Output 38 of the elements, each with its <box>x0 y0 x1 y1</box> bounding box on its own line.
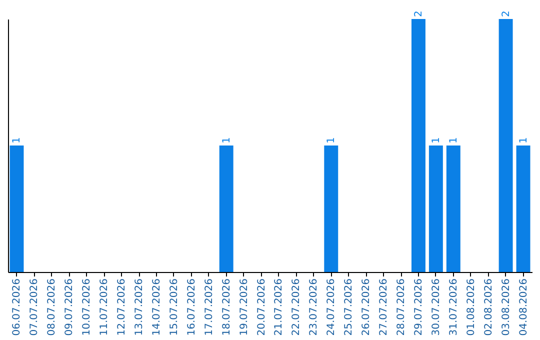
x-tick-label: 08.07.2026 <box>46 278 58 336</box>
x-tick-label: 01.08.2026 <box>466 278 477 336</box>
x-tick-label: 20.07.2026 <box>256 278 268 336</box>
x-tick-label: 12.07.2026 <box>116 278 128 336</box>
x-tick-label: 17.07.2026 <box>204 278 215 336</box>
x-tick-label: 28.07.2026 <box>396 278 407 336</box>
x-tick-label: 11.07.2026 <box>99 278 110 336</box>
x-tick-label: 22.07.2026 <box>291 278 302 336</box>
x-tick-label: 18.07.2026 <box>221 278 232 336</box>
data-label: 1 <box>12 137 23 144</box>
x-tick-label: 19.07.2026 <box>238 278 250 336</box>
x-tick-label: 24.07.2026 <box>326 278 338 336</box>
x-tick-label: 15.07.2026 <box>168 278 180 336</box>
x-tick-label: 21.07.2026 <box>274 278 285 336</box>
data-label: 1 <box>448 137 460 144</box>
x-tick-label: 30.07.2026 <box>430 278 442 336</box>
data-label: 2 <box>500 10 512 17</box>
data-label: 1 <box>518 137 530 144</box>
x-tick-label: 10.07.2026 <box>82 278 93 336</box>
data-label: 2 <box>413 10 424 17</box>
x-tick-label: 07.07.2026 <box>29 278 40 336</box>
data-label: 1 <box>326 137 338 144</box>
x-tick-label: 06.07.2026 <box>12 278 23 336</box>
x-tick-label: 29.07.2026 <box>413 278 424 336</box>
x-tick-label: 27.07.2026 <box>378 278 390 336</box>
data-label: 1 <box>430 137 442 144</box>
x-tick-label: 25.07.2026 <box>344 278 355 336</box>
x-tick-label: 14.07.2026 <box>151 278 162 336</box>
x-tick-label: 09.07.2026 <box>64 278 76 336</box>
x-tick-label: 16.07.2026 <box>186 278 198 336</box>
x-tick-label: 31.07.2026 <box>448 278 460 336</box>
x-tick-label: 23.07.2026 <box>308 278 320 336</box>
x-tick-label: 04.08.2026 <box>518 278 530 336</box>
x-tick-label: 13.07.2026 <box>134 278 145 336</box>
x-tick-label: 03.08.2026 <box>500 278 512 336</box>
data-label: 1 <box>221 137 232 144</box>
x-tick-label: 02.08.2026 <box>483 278 494 336</box>
x-tick-label: 26.07.2026 <box>361 278 372 336</box>
